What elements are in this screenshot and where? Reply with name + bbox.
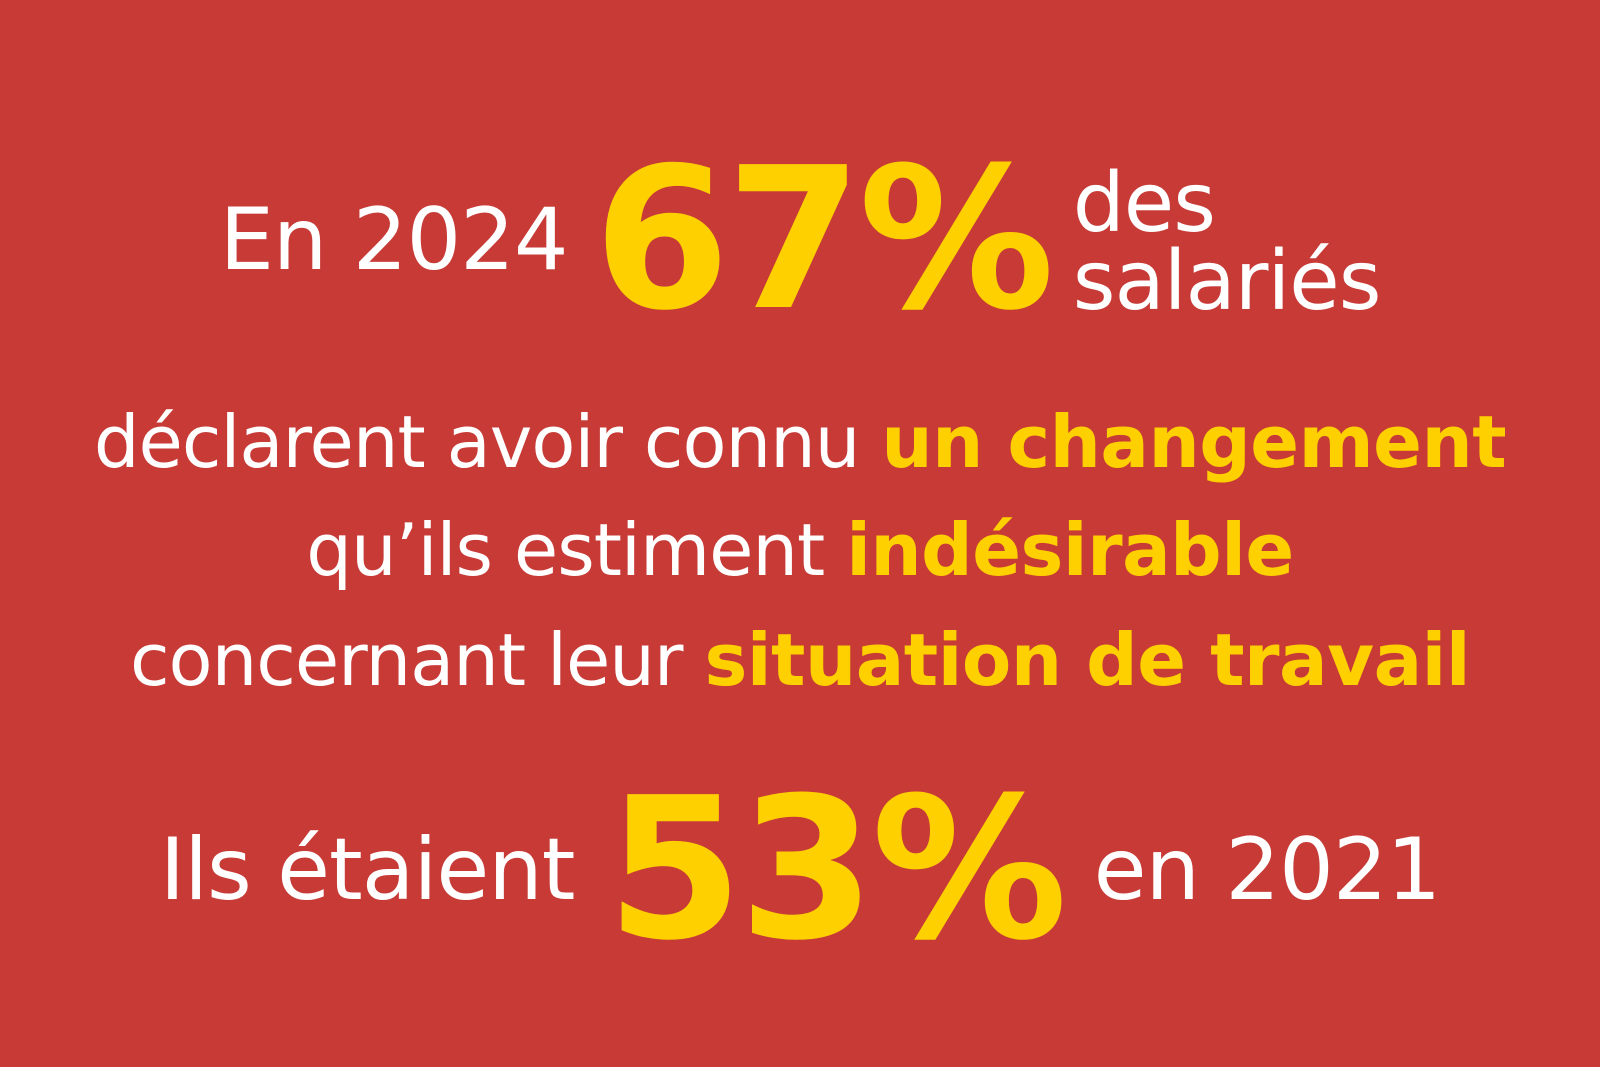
body-line-3-highlight: situation de travail	[704, 618, 1471, 702]
body-line-1-text: déclarent avoir connu	[93, 400, 861, 484]
footer-year: en 2021	[1093, 820, 1442, 920]
body-line-1-highlight: un changement	[881, 400, 1507, 484]
body-line-2-highlight: indésirable	[846, 508, 1294, 592]
body-line-2-text: qu’ils estiment	[306, 508, 825, 592]
body-line-3-text: concernant leur	[129, 618, 684, 702]
headline-stat: 67%	[593, 126, 1055, 354]
footer-row: Ils étaient 53% en 2021	[0, 770, 1600, 970]
footer-stat: 53%	[606, 756, 1068, 984]
body-line-2: qu’ils estiment indésirable	[0, 500, 1600, 600]
headline-subject: des salariés	[1072, 156, 1382, 329]
body-line-1: déclarent avoir connu un changement	[0, 392, 1600, 492]
headline-subject-line1: des	[1072, 156, 1216, 251]
headline-row: En 2024 67% des salariés	[0, 140, 1600, 340]
footer-lead: Ils étaient	[159, 820, 576, 920]
body-line-3: concernant leur situation de travail	[0, 610, 1600, 710]
headline-year: En 2024	[219, 190, 569, 290]
headline-subject-line2: salariés	[1072, 234, 1382, 329]
